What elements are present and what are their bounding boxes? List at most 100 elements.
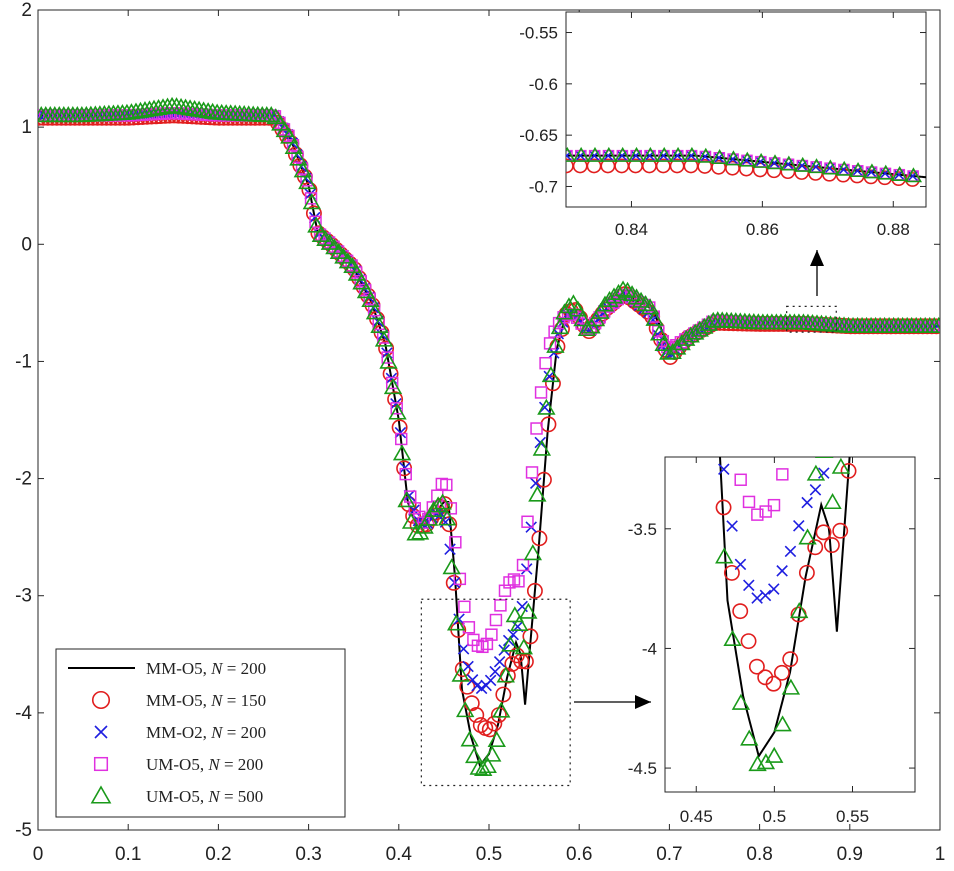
marker-triangle <box>573 310 592 327</box>
marker-triangle <box>877 164 895 180</box>
x-tick-label: 0.6 <box>566 844 592 865</box>
marker-square <box>759 505 772 518</box>
marker-triangle <box>566 146 576 162</box>
marker-triangle <box>738 151 756 167</box>
marker-square <box>489 613 503 627</box>
marker-x <box>647 314 659 326</box>
marker-triangle <box>690 320 709 337</box>
y-tick-label: -0.7 <box>529 177 558 196</box>
marker-square <box>435 477 449 491</box>
x-tick-label: 0 <box>33 844 44 865</box>
legend-label-5: UM-O5, N = 500 <box>146 787 263 806</box>
marker-triangle <box>686 323 705 340</box>
marker-square <box>449 536 462 549</box>
marker-triangle <box>622 285 642 302</box>
marker-square <box>548 325 561 338</box>
legend-label-4: UM-O5, N = 200 <box>146 755 263 774</box>
marker-triangle <box>392 444 412 461</box>
marker-triangle <box>343 256 362 274</box>
marker-triangle <box>401 512 421 529</box>
marker-triangle <box>383 378 403 395</box>
marker-triangle <box>667 338 687 355</box>
marker-square <box>521 515 534 528</box>
marker-x <box>801 496 813 509</box>
marker-circle <box>832 522 849 539</box>
marker-square <box>390 402 403 415</box>
marker-triangle <box>773 715 792 732</box>
marker-square <box>440 478 453 492</box>
marker-triangle <box>695 317 714 334</box>
marker-circle <box>495 686 512 703</box>
marker-circle <box>782 651 799 668</box>
marker-x <box>520 563 533 575</box>
legend-label-3: MM-O2, N = 200 <box>146 723 266 742</box>
series-mm-o5-n150 <box>715 462 857 692</box>
marker-triangle <box>863 163 881 179</box>
marker-square <box>309 215 322 229</box>
marker-x <box>751 592 763 604</box>
marker-square <box>408 502 421 515</box>
marker-square <box>399 467 412 481</box>
marker-circle <box>815 524 832 541</box>
marker-triangle <box>433 493 452 510</box>
marker-triangle <box>514 638 533 655</box>
marker-triangle <box>821 159 839 175</box>
marker-triangle <box>669 146 687 162</box>
marker-triangle <box>370 316 389 334</box>
marker-square <box>647 310 661 323</box>
marker-circle <box>305 205 322 222</box>
x-tick-label: 0.9 <box>837 844 863 865</box>
marker-circle <box>748 658 765 675</box>
marker-square <box>480 637 494 651</box>
marker-square <box>417 516 430 529</box>
marker-circle <box>531 530 548 547</box>
y-tick-label: -0.55 <box>519 24 558 43</box>
marker-circle <box>387 391 404 408</box>
marker-triangle <box>311 225 331 243</box>
marker-triangle <box>415 517 434 534</box>
marker-x <box>394 426 407 439</box>
marker-x <box>457 643 470 655</box>
y-tick-label: -3.5 <box>628 520 657 539</box>
marker-x <box>743 579 755 592</box>
marker-triangle <box>379 352 398 369</box>
marker-triangle <box>904 167 923 183</box>
marker-square <box>395 432 408 446</box>
marker-triangle <box>492 701 511 718</box>
x-tick-label: 0.88 <box>877 220 910 239</box>
marker-square <box>767 498 781 512</box>
marker-triangle <box>586 146 604 162</box>
series-group <box>38 96 940 776</box>
marker-triangle <box>627 288 646 305</box>
x-tick-label: 0.3 <box>295 844 321 865</box>
series-um-o5-n500 <box>38 96 940 776</box>
marker-triangle <box>347 264 367 281</box>
marker-triangle <box>410 523 430 540</box>
marker-x <box>484 674 497 687</box>
marker-triangle <box>595 295 615 312</box>
legend-label-1: MM-O5, N = 200 <box>146 659 266 678</box>
marker-triangle <box>568 300 588 317</box>
marker-square <box>381 351 394 364</box>
marker-square <box>426 501 440 514</box>
marker-circle <box>732 603 749 620</box>
x-tick-label: 0.5 <box>476 844 502 865</box>
marker-x <box>651 328 664 341</box>
marker-circle <box>382 365 399 382</box>
y-tick-label: 2 <box>21 0 32 21</box>
marker-triangle <box>559 297 579 314</box>
series-group <box>566 146 926 187</box>
legend-marker-triangle <box>90 785 112 804</box>
series-um-o5-n200 <box>734 468 789 521</box>
marker-triangle <box>397 491 416 508</box>
marker-x <box>809 484 822 496</box>
marker-triangle <box>740 729 759 746</box>
x-tick-label: 0.5 <box>763 807 787 826</box>
marker-circle <box>740 633 757 650</box>
marker-triangle <box>723 629 742 647</box>
marker-triangle <box>546 336 565 353</box>
marker-triangle <box>891 165 909 181</box>
marker-square <box>742 495 756 509</box>
marker-triangle <box>613 280 633 297</box>
